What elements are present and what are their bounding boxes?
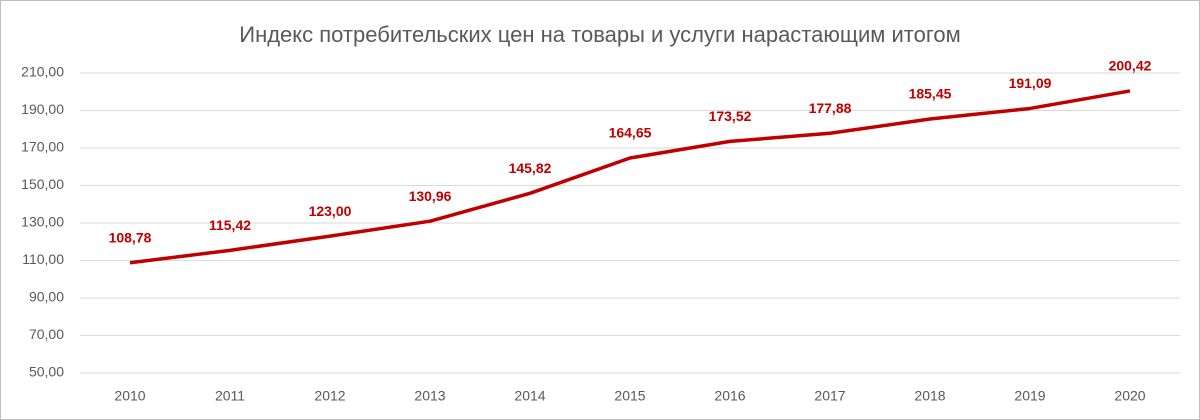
y-tick-label: 170,00 [21, 139, 64, 155]
x-tick-label: 2010 [114, 388, 145, 404]
x-tick-label: 2018 [914, 388, 945, 404]
data-label: 173,52 [709, 108, 752, 124]
y-tick-label: 70,00 [29, 326, 64, 342]
data-label: 177,88 [809, 100, 852, 116]
x-tick-label: 2011 [215, 388, 245, 404]
y-tick-label: 90,00 [29, 289, 64, 305]
data-label: 191,09 [1009, 75, 1052, 91]
line [129, 89, 1131, 265]
x-tick-label: 2012 [314, 388, 345, 404]
data-label: 108,78 [109, 229, 152, 245]
data-label: 123,00 [309, 203, 352, 219]
x-tick-label: 2015 [614, 388, 645, 404]
x-tick-label: 2017 [814, 388, 845, 404]
x-tick-label: 2020 [1114, 388, 1145, 404]
data-label: 185,45 [909, 86, 952, 102]
x-tick-label: 2016 [714, 388, 745, 404]
y-tick-label: 50,00 [29, 364, 64, 380]
x-tick-label: 2013 [414, 388, 445, 404]
data-label: 164,65 [609, 125, 652, 141]
y-tick-label: 150,00 [21, 176, 64, 192]
chart-title: Индекс потребительских цен на товары и у… [239, 22, 961, 47]
data-label: 130,96 [409, 188, 452, 204]
x-tick-label: 2019 [1014, 388, 1045, 404]
data-label: 115,42 [209, 217, 251, 233]
data-label: 145,82 [509, 160, 552, 176]
y-tick-label: 210,00 [21, 64, 64, 80]
y-tick-label: 130,00 [21, 214, 64, 230]
y-tick-label: 110,00 [22, 251, 64, 267]
y-tick-label: 190,00 [21, 101, 64, 117]
data-label: 200,42 [1109, 58, 1152, 74]
x-tick-label: 2014 [514, 388, 545, 404]
